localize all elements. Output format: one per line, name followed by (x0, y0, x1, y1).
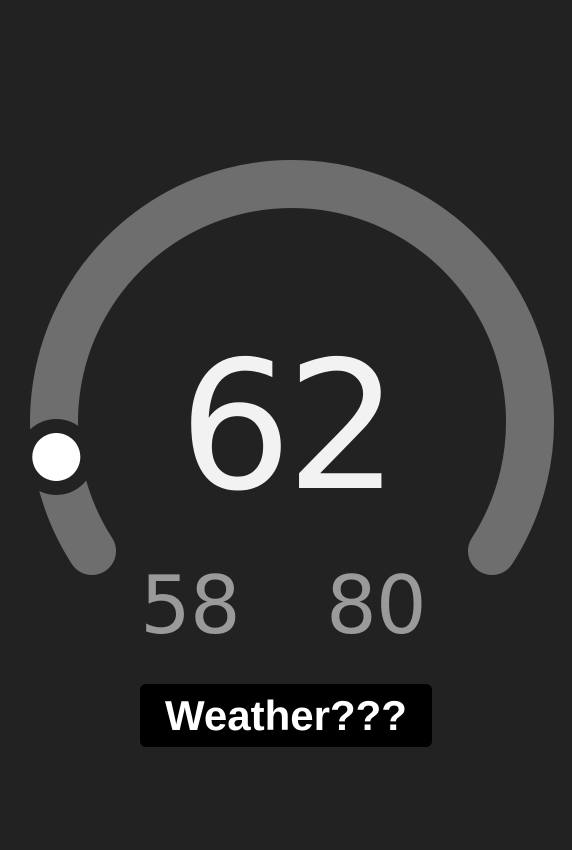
low-temperature: 58 (140, 559, 241, 652)
gauge-arc (30, 159, 554, 575)
caption-text: Weather??? (165, 691, 407, 739)
temperature-range: 58 80 (0, 566, 572, 656)
caption-overlay: Weather??? (140, 684, 432, 747)
current-temperature: 62 (178, 323, 400, 530)
gauge-indicator-dot (32, 433, 81, 481)
high-temperature: 80 (326, 559, 427, 652)
